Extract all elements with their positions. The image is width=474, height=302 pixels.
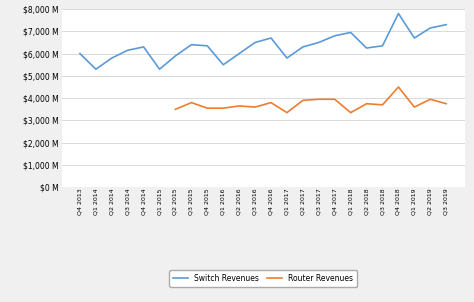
Switch Revenues: [125, 48, 130, 52]
Switch Revenues: [204, 44, 210, 48]
Line: Router Revenues: Router Revenues: [175, 87, 446, 113]
Router Revenues: [380, 103, 385, 107]
Router Revenues: [237, 104, 242, 108]
Router Revenues: [284, 111, 290, 114]
Switch Revenues: [396, 12, 401, 15]
Router Revenues: [428, 98, 433, 101]
Line: Switch Revenues: Switch Revenues: [80, 14, 446, 69]
Switch Revenues: [157, 67, 163, 71]
Switch Revenues: [284, 56, 290, 60]
Switch Revenues: [220, 63, 226, 66]
Router Revenues: [348, 111, 354, 114]
Switch Revenues: [428, 26, 433, 30]
Router Revenues: [204, 106, 210, 110]
Router Revenues: [300, 98, 306, 102]
Switch Revenues: [348, 31, 354, 34]
Router Revenues: [220, 106, 226, 110]
Switch Revenues: [332, 34, 337, 37]
Switch Revenues: [316, 41, 322, 44]
Switch Revenues: [443, 23, 449, 27]
Switch Revenues: [173, 54, 178, 58]
Switch Revenues: [268, 36, 274, 40]
Router Revenues: [411, 105, 417, 109]
Switch Revenues: [189, 43, 194, 47]
Switch Revenues: [93, 67, 99, 71]
Switch Revenues: [77, 52, 83, 56]
Router Revenues: [332, 98, 337, 101]
Router Revenues: [268, 101, 274, 104]
Legend: Switch Revenues, Router Revenues: Switch Revenues, Router Revenues: [169, 270, 357, 287]
Switch Revenues: [380, 44, 385, 48]
Router Revenues: [443, 102, 449, 105]
Switch Revenues: [411, 36, 417, 40]
Router Revenues: [316, 98, 322, 101]
Router Revenues: [364, 102, 369, 105]
Router Revenues: [252, 105, 258, 109]
Router Revenues: [189, 101, 194, 104]
Switch Revenues: [237, 52, 242, 56]
Router Revenues: [173, 108, 178, 111]
Router Revenues: [396, 85, 401, 89]
Switch Revenues: [141, 45, 146, 49]
Switch Revenues: [252, 41, 258, 44]
Switch Revenues: [109, 56, 115, 60]
Switch Revenues: [300, 45, 306, 49]
Switch Revenues: [364, 46, 369, 50]
